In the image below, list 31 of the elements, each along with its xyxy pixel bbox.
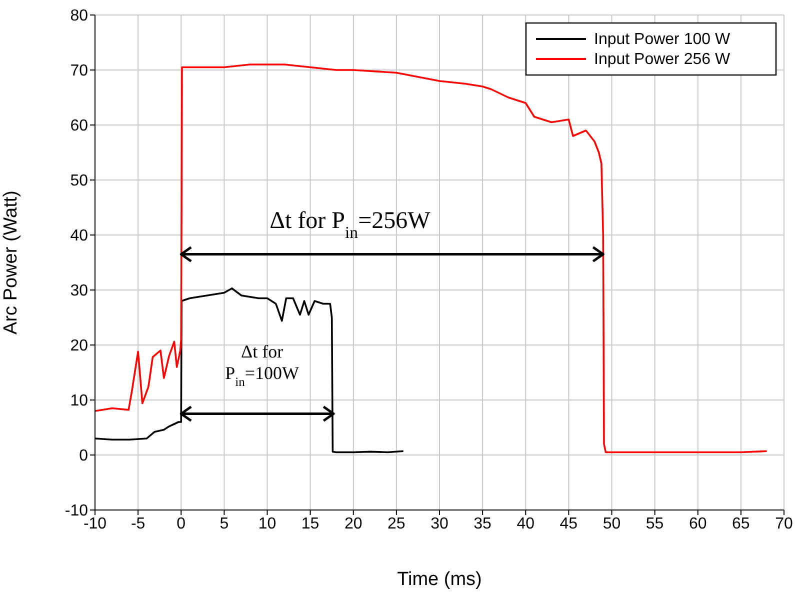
y-tick-label: 30 <box>70 282 88 300</box>
x-tick-label: 65 <box>732 515 750 532</box>
x-tick-label: 55 <box>646 515 664 532</box>
x-tick-label: 25 <box>388 515 406 532</box>
legend-label: Input Power 100 W <box>594 31 731 48</box>
x-tick-label: 50 <box>602 515 621 532</box>
y-tick-label: 10 <box>70 392 88 410</box>
x-tick-label: 15 <box>301 515 320 532</box>
y-tick-label: 80 <box>70 8 88 25</box>
x-tick-label: 35 <box>474 515 492 532</box>
x-axis-title: Time (ms) <box>397 569 482 590</box>
x-tick-label: 70 <box>775 515 793 532</box>
y-tick-label: 0 <box>79 448 88 465</box>
x-tick-label: -5 <box>130 515 146 532</box>
y-axis-title: Arc Power (Watt) <box>0 190 22 334</box>
x-tick-label: 20 <box>344 515 362 532</box>
legend-label: Input Power 256 W <box>594 51 731 68</box>
annotation: Δt for P$_{in}$=256W <box>270 208 431 242</box>
x-tick-label: 30 <box>430 515 448 532</box>
y-tick-label: 60 <box>70 118 88 135</box>
y-tick-label: 20 <box>70 338 88 355</box>
x-tick-label: 10 <box>258 515 276 532</box>
x-tick-label: 5 <box>220 515 229 532</box>
annotation: Δt for P$_{in}$=100W <box>225 341 300 389</box>
x-tick-label: 45 <box>560 515 578 532</box>
x-tick-label: 0 <box>176 515 186 532</box>
y-tick-label: 50 <box>70 172 88 190</box>
x-tick-label: 40 <box>516 515 535 532</box>
y-tick-label: 70 <box>70 62 88 80</box>
y-tick-label: 40 <box>70 228 88 245</box>
x-tick-label: 60 <box>688 515 707 532</box>
